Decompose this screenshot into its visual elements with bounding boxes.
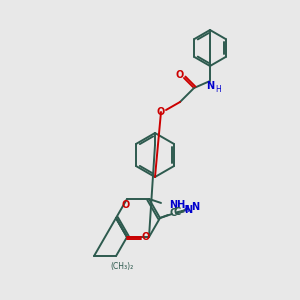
Text: H: H	[183, 206, 189, 214]
Text: N: N	[191, 202, 199, 212]
Text: O: O	[176, 70, 184, 80]
Text: O: O	[122, 200, 130, 210]
Text: (CH₃)₂: (CH₃)₂	[110, 262, 134, 271]
Text: C: C	[173, 207, 181, 217]
Text: O: O	[142, 232, 150, 242]
Text: O: O	[157, 107, 165, 117]
Text: N: N	[206, 81, 214, 91]
Text: NH: NH	[169, 200, 185, 210]
Text: N: N	[184, 205, 192, 215]
Text: H: H	[215, 85, 221, 94]
Text: C: C	[169, 208, 177, 218]
